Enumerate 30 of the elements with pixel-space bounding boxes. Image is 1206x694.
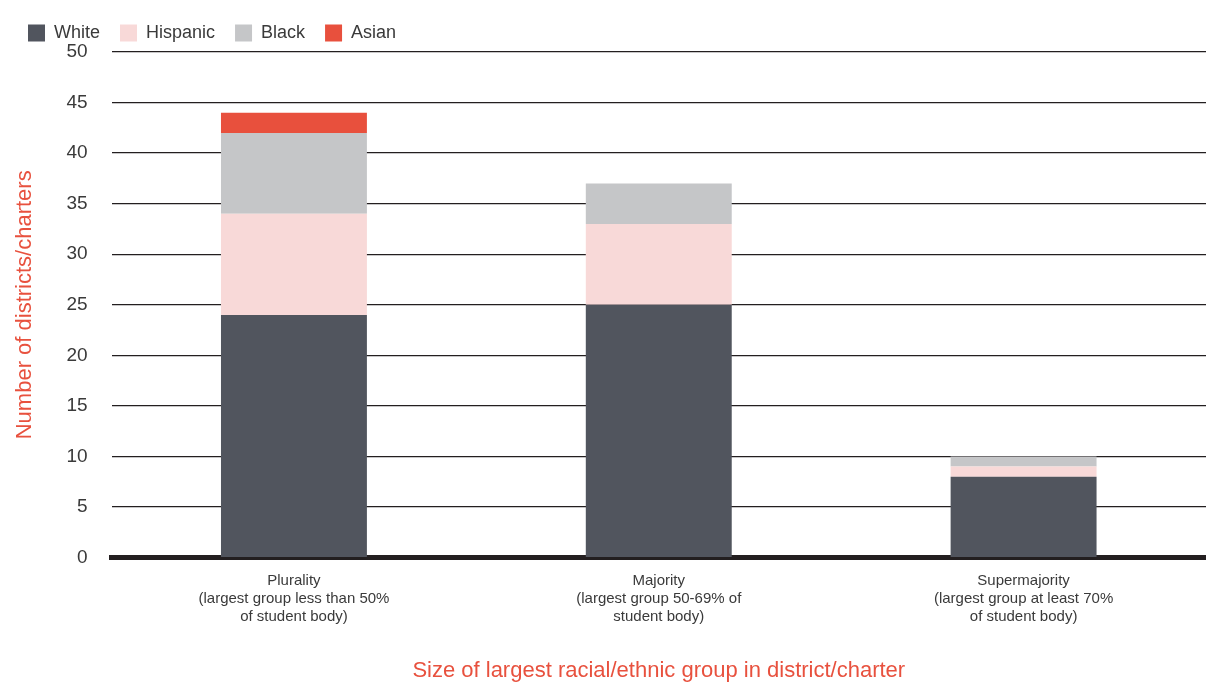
x-tick-label: Plurality (largest group less than 50% of student body): [198, 570, 390, 624]
bar: [220, 132, 367, 214]
legend-label: Hispanic: [146, 21, 216, 42]
y-tick-label: 50: [66, 40, 88, 62]
bar: [220, 213, 367, 315]
y-tick-label: 10: [66, 444, 88, 466]
y-tick-label: 25: [66, 293, 88, 315]
y-tick-label: 5: [76, 495, 88, 517]
x-tick-label: Supermajority (largest group at least 70% of student body): [933, 570, 1114, 624]
bar: [220, 112, 367, 133]
y-tick-label: 20: [66, 343, 88, 365]
legend-label: White: [54, 21, 101, 42]
bar: [220, 314, 367, 557]
x-tick-label: Majority (largest group 50-69% of student body): [576, 570, 743, 624]
bar: [950, 466, 1097, 477]
bar: [585, 304, 732, 557]
y-tick-label: 15: [66, 394, 88, 416]
bar: [585, 183, 732, 224]
bar: [950, 476, 1097, 557]
x-axis-title: Size of largest racial/ethnic group in district/charter: [412, 656, 906, 682]
y-tick-label: 45: [66, 90, 88, 112]
bar: [585, 223, 732, 305]
y-tick-label: 35: [66, 191, 88, 213]
y-axis-title: Number of districts/charters: [11, 170, 37, 440]
y-tick-label: 30: [66, 242, 88, 264]
y-tick-label: 0: [76, 545, 88, 567]
legend-label: Black: [261, 21, 307, 42]
legend-label: Asian: [351, 21, 397, 42]
y-tick-label: 40: [66, 141, 88, 163]
bar: [950, 456, 1097, 467]
